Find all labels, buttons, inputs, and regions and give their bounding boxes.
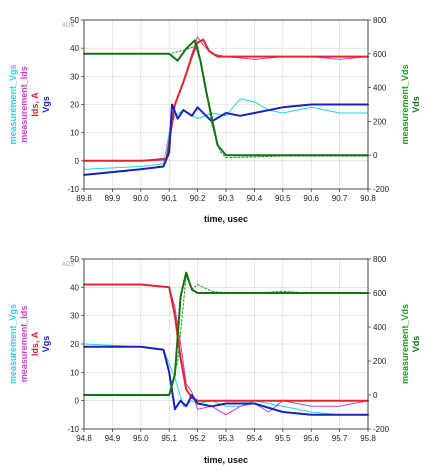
y-left-tick-label: -10 (67, 185, 79, 194)
x-tick-label: 90.6 (303, 194, 319, 203)
y-right-tick-label: 800 (373, 16, 387, 25)
x-tick-label: 89.9 (105, 194, 121, 203)
x-tick-label: 90.0 (133, 194, 149, 203)
y-right-axis-title: Vds (411, 336, 421, 353)
y-left-tick-label: 40 (70, 283, 79, 292)
y-right-tick-label: 800 (373, 255, 387, 264)
x-tick-label: 90.2 (190, 194, 206, 203)
y-right-axis-title: measurement_Vds (400, 64, 410, 144)
series-line-measurement-vgs (83, 98, 369, 170)
y-left-tick-label: 0 (75, 397, 80, 406)
y-left-axis-title: Ids, A (30, 92, 40, 117)
y-left-tick-label: 30 (70, 72, 79, 81)
y-right-tick-label: 0 (373, 151, 378, 160)
y-left-tick-label: 30 (70, 312, 79, 321)
x-tick-label: 90.8 (360, 194, 376, 203)
x-axis-title: time, usec (204, 214, 248, 224)
series-line-vds (83, 39, 369, 157)
x-tick-label: 90.7 (332, 194, 348, 203)
x-axis-title: time, usec (204, 455, 248, 465)
y-right-tick-label: 200 (373, 117, 387, 126)
plot-frame (83, 19, 369, 190)
y-right-tick-label: 600 (373, 289, 387, 298)
x-tick-label: 90.5 (275, 194, 291, 203)
series-line-vgs (83, 103, 369, 176)
y-left-tick-label: 10 (70, 129, 79, 138)
y-right-tick-label: 400 (373, 84, 387, 93)
y-right-axis-title: Vds (411, 96, 421, 113)
y-left-tick-label: 20 (70, 101, 79, 110)
x-tick-label: 95.1 (161, 434, 177, 443)
plot-frame (83, 258, 369, 430)
y-left-tick-label: 40 (70, 44, 79, 53)
series-line-vds (83, 271, 369, 396)
y-right-tick-label: -200 (373, 185, 390, 194)
x-tick-label: 95.7 (332, 434, 348, 443)
x-tick-label: 95.8 (360, 434, 376, 443)
x-tick-label: 95.5 (275, 434, 291, 443)
x-tick-label: 95.6 (303, 434, 319, 443)
x-tick-label: 90.3 (218, 194, 234, 203)
y-left-axis-title: measurement_Vgs (8, 64, 18, 144)
x-tick-label: 90.1 (161, 194, 177, 203)
x-tick-label: 94.8 (76, 434, 92, 443)
x-tick-label: 95.2 (190, 434, 206, 443)
y-left-axis-title: Ids, A (30, 331, 40, 356)
y-left-tick-label: 20 (70, 340, 79, 349)
y-left-tick-label: 50 (70, 16, 79, 25)
y-left-tick-label: 50 (70, 255, 79, 264)
series-line-measurement-vds (83, 275, 369, 396)
x-tick-label: 89.8 (76, 194, 92, 203)
y-left-axis-title: Vgs (41, 96, 51, 113)
x-tick-label: 95.0 (133, 434, 149, 443)
y-right-tick-label: -200 (373, 425, 390, 434)
y-left-tick-label: 10 (70, 368, 79, 377)
chart-panel-2: ADS 94.8 94.9 95.0 95.1 95.2 95.3 95.4 95.5 95.6 9… (8, 255, 421, 465)
y-left-tick-label: -10 (67, 425, 79, 434)
series-line-vgs (83, 345, 369, 416)
y-left-tick-label: 0 (75, 157, 80, 166)
y-right-tick-label: 0 (373, 391, 378, 400)
y-left-axis-title: measurement_Ids (19, 66, 29, 143)
chart-panel-1: ADS 89.8 89.9 90.0 90.1 90.2 90.3 90.4 90.5 90.6 9… (8, 16, 421, 224)
x-tick-label: 95.3 (218, 434, 234, 443)
ads-tag: ADS (62, 23, 74, 29)
y-right-tick-label: 600 (373, 50, 387, 59)
x-tick-label: 94.9 (105, 434, 121, 443)
y-right-axis-title: measurement_Vds (400, 304, 410, 384)
y-right-tick-label: 200 (373, 357, 387, 366)
y-left-axis-title: measurement_Vgs (8, 304, 18, 384)
series-line-ids-a (83, 283, 369, 402)
y-left-axis-title: Vgs (41, 336, 51, 353)
y-left-axis-title: measurement_Ids (19, 306, 29, 383)
x-tick-label: 90.4 (247, 194, 263, 203)
x-tick-label: 95.4 (247, 434, 263, 443)
ads-tag: ADS (62, 262, 74, 268)
y-right-tick-label: 400 (373, 323, 387, 332)
